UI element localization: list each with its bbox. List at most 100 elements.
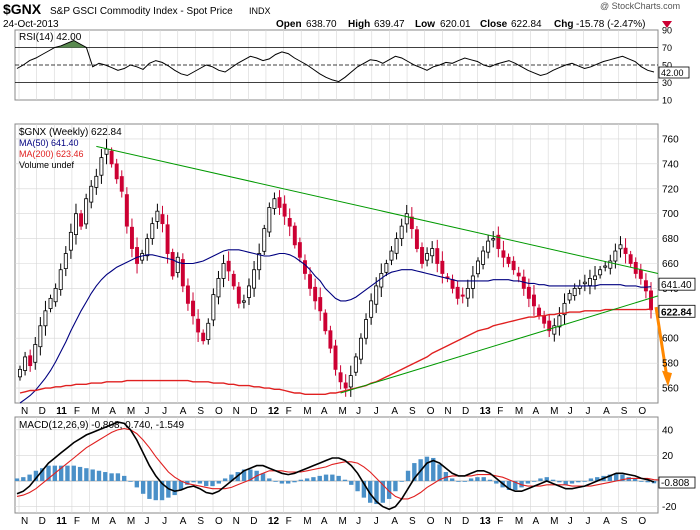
x-axis-label: A <box>391 406 398 417</box>
rsi-label: RSI(14) 42.00 <box>19 32 82 43</box>
candle-body <box>618 244 623 250</box>
macd-histogram-bar <box>178 481 184 490</box>
candle-body <box>643 280 648 292</box>
price-tick-label: 700 <box>662 209 679 220</box>
macd-histogram-bar <box>286 481 291 484</box>
macd-histogram-bar <box>71 465 76 481</box>
candle-body <box>277 197 282 208</box>
macd-histogram-bar <box>386 481 392 499</box>
candle-body <box>160 214 165 225</box>
projection-arrowhead <box>662 370 672 387</box>
macd-histogram-bar <box>172 481 177 496</box>
candle-body <box>526 286 531 299</box>
candle-body <box>486 240 491 253</box>
candle-body <box>262 228 267 252</box>
macd-histogram-bar <box>588 478 594 481</box>
candle-body <box>287 218 292 227</box>
rsi-badge-text: 42.00 <box>661 68 684 78</box>
macd-histogram-bar <box>557 481 562 483</box>
candle-body <box>43 310 48 327</box>
x-axis-label: M <box>515 406 523 417</box>
x-axis-label: M <box>92 406 100 417</box>
macd-histogram-bar <box>260 473 266 481</box>
candle-body <box>308 274 313 289</box>
macd-histogram-bar <box>27 474 32 481</box>
candle-body <box>124 194 129 227</box>
rsi-tick-label: 70 <box>662 43 672 53</box>
x-axis-label: J <box>568 516 573 527</box>
candle-body <box>628 254 633 264</box>
x-axis-label: S <box>197 516 204 527</box>
price-tick-label: 720 <box>662 184 679 195</box>
candle-body <box>384 263 389 273</box>
x-axis-label: O <box>638 516 646 527</box>
candle-body <box>84 198 89 225</box>
x-axis-label: F <box>286 406 292 417</box>
rsi-tick-label: 90 <box>662 26 672 36</box>
macd-histogram-bar <box>525 481 531 484</box>
macd-histogram-bar <box>115 473 121 481</box>
index-name: S&P GSCI Commodity Index - Spot Price <box>50 6 233 17</box>
candle-body <box>547 320 552 332</box>
macd-histogram-bar <box>77 466 83 481</box>
candle-body <box>38 325 43 348</box>
macd-tick-label: 40 <box>662 425 674 436</box>
macd-histogram-bar <box>46 465 51 481</box>
candle-body <box>537 307 542 317</box>
candle-body <box>440 260 445 274</box>
candle-body <box>455 286 460 299</box>
candle-body <box>211 294 216 321</box>
x-axis-label: A <box>109 516 116 527</box>
candle-body <box>267 207 272 233</box>
macd-histogram-bar <box>304 478 310 481</box>
lower-uptrend-line <box>340 295 659 394</box>
chart-date: 24-Oct-2013 <box>3 19 59 30</box>
candle-body <box>414 229 419 249</box>
candle-body <box>430 248 435 257</box>
x-axis-label: O <box>427 516 435 527</box>
x-axis-label: A <box>603 406 610 417</box>
x-axis-label: N <box>444 516 451 527</box>
candle-body <box>506 256 511 264</box>
candle-body <box>206 322 211 341</box>
candle-body <box>608 260 613 269</box>
rsi-tick-label: 50 <box>662 61 672 71</box>
x-axis-label: F <box>74 516 80 527</box>
candle-body <box>104 148 109 155</box>
candle-body <box>333 345 338 370</box>
axes: 760740720700680660640620600580560641.406… <box>21 26 696 527</box>
x-axis-label: 11 <box>56 406 67 417</box>
candle-body <box>476 260 480 275</box>
candle-body <box>582 281 587 285</box>
x-axis-label: F <box>286 516 292 527</box>
macd-histogram-bar <box>267 478 272 481</box>
x-axis-label: A <box>321 406 328 417</box>
candle-body <box>389 250 394 261</box>
candle-body <box>496 234 501 249</box>
price-tick-label: 740 <box>662 159 679 170</box>
candle-body <box>196 318 201 333</box>
macd-histogram-bar <box>393 481 398 492</box>
macd-histogram-bar <box>311 477 316 481</box>
macd-label: MACD(12,26,9) -0.808, 0.740, -1.549 <box>19 420 185 431</box>
candle-body <box>323 312 328 332</box>
candle-body <box>613 250 618 262</box>
macd-histogram-bar <box>317 475 322 481</box>
macd-histogram-bar <box>513 481 518 490</box>
candle-body <box>511 260 516 271</box>
low-value: 620.01 <box>440 19 471 30</box>
x-axis-label: M <box>303 516 311 527</box>
candle-body <box>23 356 28 371</box>
price-badge-text: 641.40 <box>661 280 692 291</box>
x-axis-label: A <box>533 516 540 527</box>
candle-body <box>221 263 226 279</box>
macd-histogram-bar <box>632 478 638 481</box>
candle-body <box>28 355 33 367</box>
macd-histogram-bar <box>204 481 209 487</box>
x-axis-label: J <box>585 406 590 417</box>
symbol-title: $GNX <box>3 1 42 17</box>
candle-body <box>241 300 246 303</box>
candle-body <box>465 288 470 299</box>
upper-downtrend-line <box>96 145 659 274</box>
